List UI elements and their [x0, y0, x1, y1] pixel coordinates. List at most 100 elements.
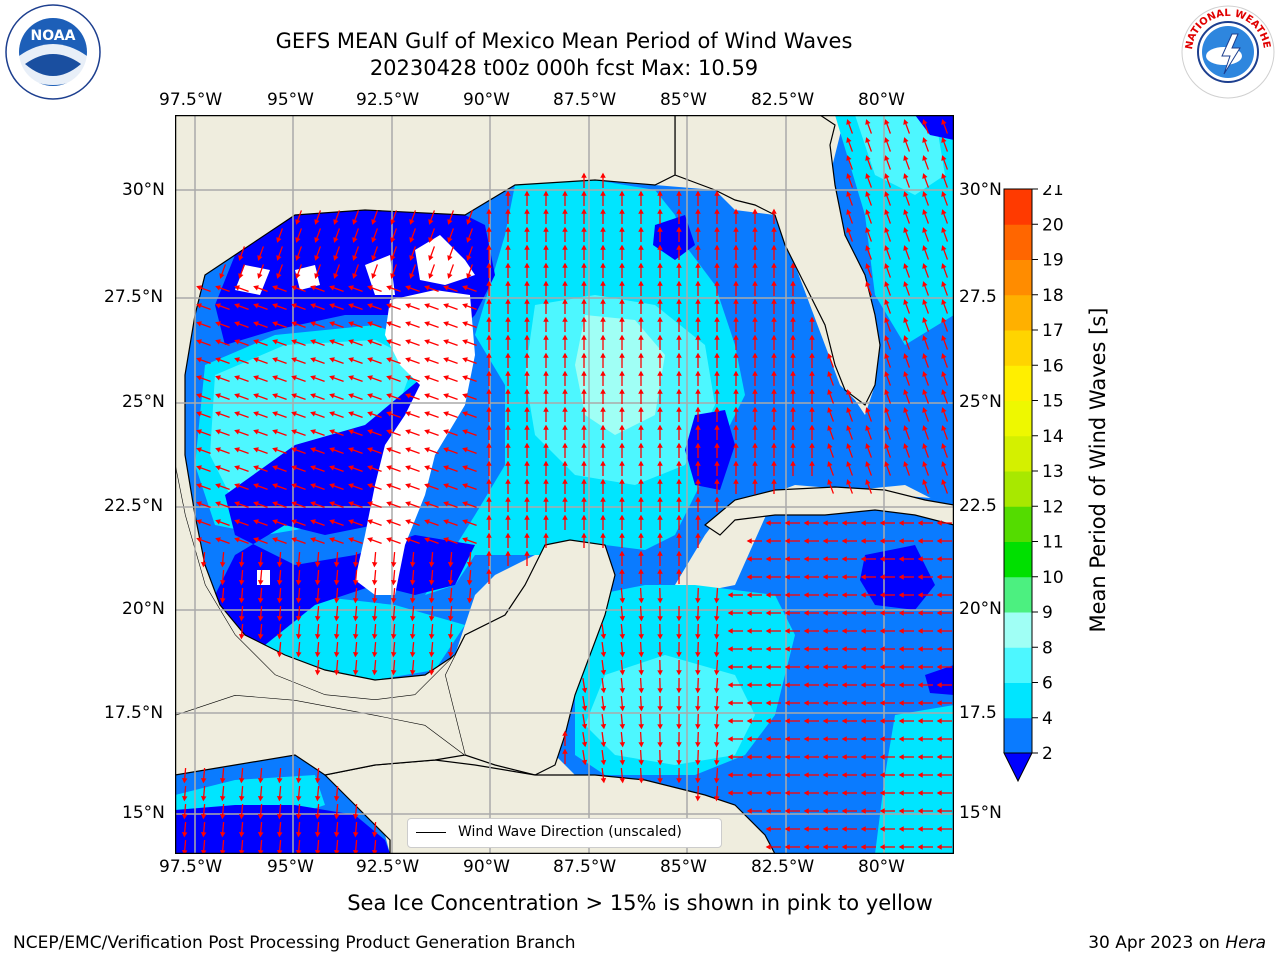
arrow-head — [860, 592, 866, 598]
arrow-head — [638, 244, 644, 250]
arrow-head — [466, 562, 473, 568]
arrow-head — [219, 562, 226, 568]
cuba — [703, 486, 954, 536]
arrow-head — [333, 832, 340, 838]
arrow-head — [181, 850, 188, 854]
arrow-head — [581, 262, 587, 268]
arrow-head — [676, 496, 682, 502]
arrow-head — [657, 262, 663, 268]
arrow-head — [505, 460, 511, 466]
arrow-head — [272, 483, 278, 489]
arrow-head — [638, 298, 644, 304]
arrow-head — [695, 724, 701, 730]
arrow-head — [447, 580, 454, 586]
arrow-head — [276, 562, 283, 568]
arrow-head — [714, 424, 720, 430]
arrow-head — [409, 562, 416, 568]
arrow-head — [922, 281, 928, 287]
arrow-head — [524, 406, 530, 412]
colorbar-label: Mean Period of Wind Waves [s] — [1086, 307, 1110, 633]
arrow-head — [657, 352, 663, 358]
colorbar-segment — [1004, 541, 1032, 578]
arrow-head — [257, 580, 264, 586]
graticule — [175, 115, 954, 854]
arrow-head — [352, 616, 359, 622]
arrow-head — [733, 370, 739, 376]
arrow-head — [746, 538, 752, 544]
arrow-head — [936, 754, 942, 760]
arrow-head — [879, 682, 885, 688]
arrow-head — [846, 479, 852, 485]
arrow-head — [390, 580, 397, 586]
arrow-head — [310, 303, 316, 309]
arrow-head — [733, 280, 739, 286]
arrow-head — [234, 483, 240, 489]
arrow-head — [238, 850, 245, 854]
arrow-head — [676, 688, 682, 694]
arrow-head — [619, 208, 625, 214]
arrow-head — [695, 652, 701, 658]
colorbar-segment — [1004, 647, 1032, 683]
arrow-head — [219, 814, 226, 820]
arrow-head — [752, 226, 758, 232]
arrow-head — [884, 209, 890, 215]
arrow-head — [898, 808, 904, 814]
arrow-head — [348, 393, 354, 399]
arrow-head — [409, 255, 415, 261]
colorbar-tick-label: 14 — [1042, 427, 1064, 447]
arrow-head — [543, 298, 549, 304]
colorbar-tick-label: 12 — [1042, 497, 1064, 517]
arrow-head — [371, 219, 377, 225]
arrow-head — [462, 303, 468, 309]
arrow-head — [713, 598, 720, 604]
arrow-head — [291, 537, 297, 543]
arrow-head — [405, 339, 411, 345]
arrow-head — [657, 724, 663, 730]
arrow-head — [884, 173, 890, 179]
arrow-head — [314, 219, 320, 225]
arrow-head — [803, 664, 809, 670]
arrow-head — [619, 778, 626, 784]
lat-label: 15°N — [959, 803, 1002, 823]
arrow-head — [486, 550, 492, 556]
arrow-head — [822, 664, 828, 670]
arrow-head — [884, 119, 890, 125]
arrow-head — [860, 664, 866, 670]
arrow-head — [562, 514, 568, 520]
arrow-head — [676, 568, 682, 574]
arrow-head — [676, 706, 682, 712]
arrow-head — [752, 208, 758, 214]
arrow-head — [543, 352, 549, 358]
arrow-head — [936, 844, 942, 850]
arrow-head — [676, 388, 682, 394]
arrow-head — [181, 814, 188, 820]
arrow-head — [695, 760, 701, 766]
arrow-head — [581, 316, 587, 322]
arrow-head — [505, 190, 511, 196]
arrow-head — [903, 119, 909, 125]
arrow-head — [619, 598, 626, 604]
arrow-head — [903, 281, 909, 287]
arrow-head — [276, 850, 283, 854]
colorbar-tick-label: 6 — [1042, 674, 1053, 694]
arrow-head — [486, 388, 492, 394]
arrow-head — [846, 407, 852, 413]
noaa-logo-text: NOAA — [31, 28, 76, 44]
arrow-head — [462, 375, 468, 381]
colorbar-tick-label: 19 — [1042, 251, 1064, 271]
arrow-head — [903, 317, 909, 323]
arrow-head — [790, 460, 796, 466]
arrow-head — [329, 357, 335, 363]
arrow-head — [917, 556, 923, 562]
arrow-head — [727, 646, 733, 652]
colorbar-segment — [1004, 506, 1032, 542]
arrow-head — [713, 706, 720, 712]
arrow-head — [314, 670, 321, 676]
arrow-head — [884, 299, 890, 305]
arrow-head — [638, 226, 644, 232]
arrow-head — [865, 263, 871, 269]
arrow-head — [784, 754, 790, 760]
arrow-head — [367, 447, 373, 453]
arrow-head — [291, 357, 297, 363]
arrow-head — [348, 357, 354, 363]
